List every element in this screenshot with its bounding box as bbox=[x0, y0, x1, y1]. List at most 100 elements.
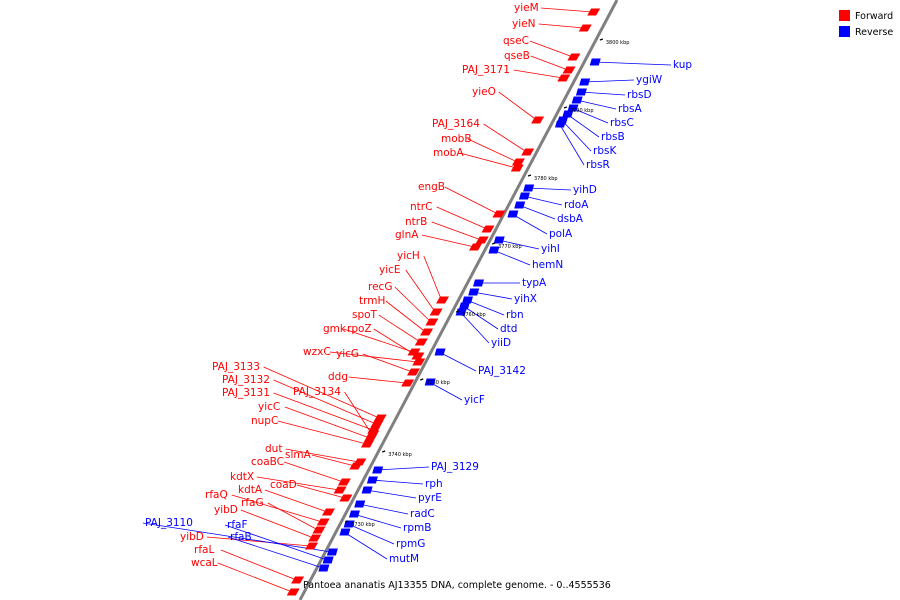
gene-label-yien[interactable]: yieN bbox=[512, 18, 535, 30]
gene-label-rbsa[interactable]: rbsA bbox=[618, 103, 642, 115]
gene-feature-paj_3164[interactable] bbox=[521, 148, 535, 156]
gene-feature-mobb[interactable] bbox=[511, 158, 525, 166]
gene-label-paj_3129[interactable]: PAJ_3129 bbox=[431, 461, 479, 473]
gene-label-ddg[interactable]: ddg bbox=[328, 371, 348, 383]
gene-label-rfag[interactable]: rfaG bbox=[241, 497, 264, 509]
gene-label-kdtx[interactable]: kdtX bbox=[230, 471, 254, 483]
gene-feature-rbn[interactable] bbox=[462, 296, 473, 304]
gene-feature-yich[interactable] bbox=[436, 296, 449, 304]
gene-feature-typa[interactable] bbox=[472, 279, 484, 287]
gene-label-yibd[interactable]: yibD bbox=[180, 531, 204, 543]
gene-feature-rpoz[interactable] bbox=[411, 352, 425, 360]
gene-feature-yicf[interactable] bbox=[424, 378, 436, 386]
gene-feature-rpmb[interactable] bbox=[348, 510, 360, 518]
gene-label-yihi[interactable]: yihI bbox=[541, 243, 560, 255]
gene-label-yich[interactable]: yicH bbox=[397, 250, 420, 262]
gene-feature-mutm[interactable] bbox=[339, 528, 351, 536]
gene-label-rbsd[interactable]: rbsD bbox=[627, 89, 652, 101]
gene-label-rfaq[interactable]: rfaQ bbox=[205, 489, 228, 501]
gene-feature-recg[interactable] bbox=[425, 318, 439, 326]
gene-label-yihx[interactable]: yihX bbox=[514, 293, 537, 305]
gene-label-kup[interactable]: kup bbox=[673, 59, 692, 71]
gene-label-rfab[interactable]: rfaB bbox=[230, 531, 252, 543]
gene-label-yice[interactable]: yicE bbox=[379, 264, 401, 276]
gene-label-kdta[interactable]: kdtA bbox=[238, 484, 263, 496]
gene-feature-rbsr[interactable] bbox=[554, 120, 566, 128]
gene-feature-paj_3142[interactable] bbox=[434, 348, 446, 356]
gene-feature-moba[interactable] bbox=[510, 164, 524, 172]
gene-label-yibd[interactable]: yibD bbox=[214, 504, 238, 516]
gene-label-rdoa[interactable]: rdoA bbox=[564, 199, 589, 211]
gene-feature-yice[interactable] bbox=[429, 308, 443, 316]
gene-label-typa[interactable]: typA bbox=[522, 277, 547, 289]
gene-label-paj_3134[interactable]: PAJ_3134 bbox=[293, 386, 341, 398]
gene-feature-kup[interactable] bbox=[589, 58, 601, 66]
gene-feature-qsec[interactable] bbox=[567, 53, 581, 61]
gene-feature-yicc[interactable] bbox=[364, 434, 378, 442]
gene-feature-rdoa[interactable] bbox=[518, 192, 530, 200]
gene-feature-pyre[interactable] bbox=[361, 486, 373, 494]
gene-label-yicc[interactable]: yicC bbox=[258, 401, 280, 413]
gene-label-mobb[interactable]: mobB bbox=[441, 133, 472, 145]
gene-feature-yihi[interactable] bbox=[493, 236, 505, 244]
gene-label-paj_3142[interactable]: PAJ_3142 bbox=[478, 365, 526, 377]
gene-feature-rfaq[interactable] bbox=[316, 518, 330, 526]
gene-label-spot[interactable]: spoT bbox=[352, 309, 378, 321]
gene-label-paj_3132[interactable]: PAJ_3132 bbox=[222, 374, 270, 386]
gene-feature-dsba[interactable] bbox=[514, 201, 526, 209]
gene-label-rpmb[interactable]: rpmB bbox=[403, 522, 431, 534]
gene-label-wzxc[interactable]: wzxC bbox=[303, 346, 331, 358]
gene-feature-coabc[interactable] bbox=[337, 478, 351, 486]
gene-label-dtd[interactable]: dtd bbox=[500, 323, 517, 335]
gene-feature-kdta[interactable] bbox=[321, 508, 335, 516]
gene-feature-paj_3110[interactable] bbox=[326, 548, 338, 556]
gene-label-paj_3133[interactable]: PAJ_3133 bbox=[212, 361, 260, 373]
gene-feature-wcal[interactable] bbox=[286, 588, 300, 596]
gene-feature-yieo[interactable] bbox=[531, 116, 545, 124]
gene-label-rbsk[interactable]: rbsK bbox=[593, 145, 617, 157]
gene-feature-qseb[interactable] bbox=[562, 66, 576, 74]
gene-label-ntrb[interactable]: ntrB bbox=[405, 216, 427, 228]
gene-feature-slma[interactable] bbox=[349, 462, 363, 470]
gene-feature-rbsa[interactable] bbox=[571, 96, 583, 104]
gene-label-rpmg[interactable]: rpmG bbox=[396, 538, 425, 550]
gene-label-paj_3110[interactable]: PAJ_3110 bbox=[145, 517, 193, 529]
gene-label-rpoz[interactable]: rpoZ bbox=[347, 323, 372, 335]
gene-feature-rfag[interactable] bbox=[312, 526, 326, 534]
gene-feature-radc[interactable] bbox=[354, 500, 366, 508]
gene-feature-yihx[interactable] bbox=[468, 288, 480, 296]
gene-label-rbn[interactable]: rbn bbox=[506, 309, 524, 321]
gene-label-ygiw[interactable]: ygiW bbox=[636, 74, 663, 86]
gene-label-yihd[interactable]: yihD bbox=[573, 184, 597, 196]
gene-label-ntrc[interactable]: ntrC bbox=[410, 201, 432, 213]
gene-label-rbsr[interactable]: rbsR bbox=[586, 159, 610, 171]
gene-label-rph[interactable]: rph bbox=[425, 478, 443, 490]
gene-label-paj_3164[interactable]: PAJ_3164 bbox=[432, 118, 480, 130]
gene-feature-pola[interactable] bbox=[507, 210, 519, 218]
gene-feature-yiid[interactable] bbox=[455, 308, 467, 316]
gene-feature-paj_3171[interactable] bbox=[557, 74, 571, 82]
gene-feature-rph[interactable] bbox=[366, 476, 378, 484]
gene-feature-rfal[interactable] bbox=[291, 576, 305, 584]
gene-label-recg[interactable]: recG bbox=[368, 281, 392, 293]
gene-label-yicg[interactable]: yicG bbox=[336, 348, 359, 360]
gene-feature-paj_3133[interactable] bbox=[373, 414, 387, 422]
gene-label-rbsc[interactable]: rbsC bbox=[610, 117, 634, 129]
gene-label-radc[interactable]: radC bbox=[410, 508, 435, 520]
gene-feature-ntrb[interactable] bbox=[475, 236, 489, 244]
gene-label-pyre[interactable]: pyrE bbox=[418, 492, 442, 504]
gene-feature-yibd[interactable] bbox=[308, 534, 322, 542]
gene-feature-ddg[interactable] bbox=[401, 379, 415, 387]
gene-label-glna[interactable]: glnA bbox=[395, 229, 419, 241]
gene-feature-yihd[interactable] bbox=[523, 184, 535, 192]
gene-feature-glna[interactable] bbox=[469, 243, 483, 251]
gene-label-trmh[interactable]: trmH bbox=[359, 295, 385, 307]
gene-label-moba[interactable]: mobA bbox=[433, 147, 464, 159]
gene-label-pola[interactable]: polA bbox=[549, 228, 573, 240]
gene-label-dsba[interactable]: dsbA bbox=[557, 213, 584, 225]
gene-label-mutm[interactable]: mutM bbox=[389, 553, 419, 565]
gene-label-slma[interactable]: slmA bbox=[285, 449, 312, 461]
gene-label-qsec[interactable]: qseC bbox=[503, 35, 529, 47]
gene-feature-rfab[interactable] bbox=[318, 564, 330, 572]
gene-feature-ygiw[interactable] bbox=[579, 78, 591, 86]
